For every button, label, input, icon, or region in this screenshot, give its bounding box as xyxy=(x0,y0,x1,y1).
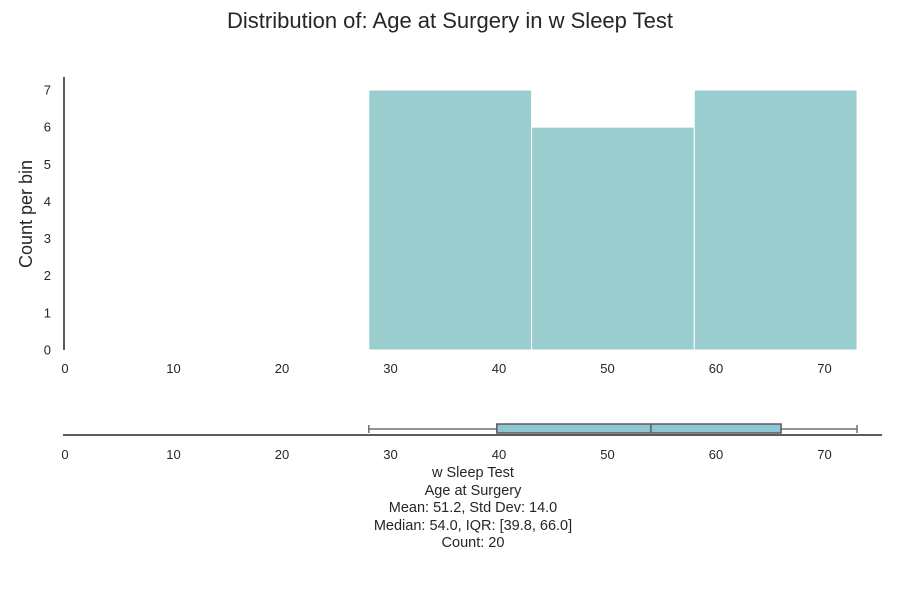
x-tick-label: 30 xyxy=(383,361,397,376)
x-tick-label: 40 xyxy=(492,361,506,376)
x-tick-label: 60 xyxy=(709,361,723,376)
x-tick-label: 20 xyxy=(275,361,289,376)
histogram-bar-1 xyxy=(368,89,533,351)
box-x-tick-label: 60 xyxy=(709,447,723,462)
y-tick-label: 6 xyxy=(44,120,51,135)
box-x-tick-label: 40 xyxy=(492,447,506,462)
box-x-tick-label: 70 xyxy=(817,447,831,462)
box-x-tick-label: 0 xyxy=(61,447,68,462)
box-iqr xyxy=(496,423,782,434)
x-tick-label: 10 xyxy=(166,361,180,376)
chart-title: Distribution of: Age at Surgery in w Sle… xyxy=(227,8,673,33)
y-tick-label: 4 xyxy=(44,194,51,209)
histogram-bar-2 xyxy=(531,126,695,351)
caption-median-iqr: Median: 54.0, IQR: [39.8, 66.0] xyxy=(373,517,573,534)
y-tick-label: 3 xyxy=(44,231,51,246)
y-tick-label: 0 xyxy=(44,343,51,358)
histogram-bar-3 xyxy=(693,89,858,351)
caption-group: w Sleep Test xyxy=(432,465,514,481)
y-tick-label: 1 xyxy=(44,305,51,320)
x-tick-label: 0 xyxy=(61,361,68,376)
box-x-tick-label: 10 xyxy=(166,447,180,462)
y-tick-label: 5 xyxy=(44,157,51,172)
y-axis-label: Count per bin xyxy=(16,160,36,268)
summary-caption: w Sleep Test Age at Surgery Mean: 51.2, … xyxy=(0,465,900,553)
caption-count: Count: 20 xyxy=(441,535,505,551)
box-x-tick-label: 20 xyxy=(275,447,289,462)
caption-mean-std: Mean: 51.2, Std Dev: 14.0 xyxy=(388,500,558,516)
x-tick-label: 50 xyxy=(600,361,614,376)
box-x-tick-label: 30 xyxy=(383,447,397,462)
boxplot-plot: 0 10 20 30 40 50 60 70 xyxy=(61,423,882,462)
box-x-tick-label: 50 xyxy=(600,447,614,462)
x-tick-label: 70 xyxy=(817,361,831,376)
caption-variable: Age at Surgery xyxy=(424,482,522,499)
y-tick-label: 2 xyxy=(44,268,51,283)
y-tick-label: 7 xyxy=(44,83,51,98)
